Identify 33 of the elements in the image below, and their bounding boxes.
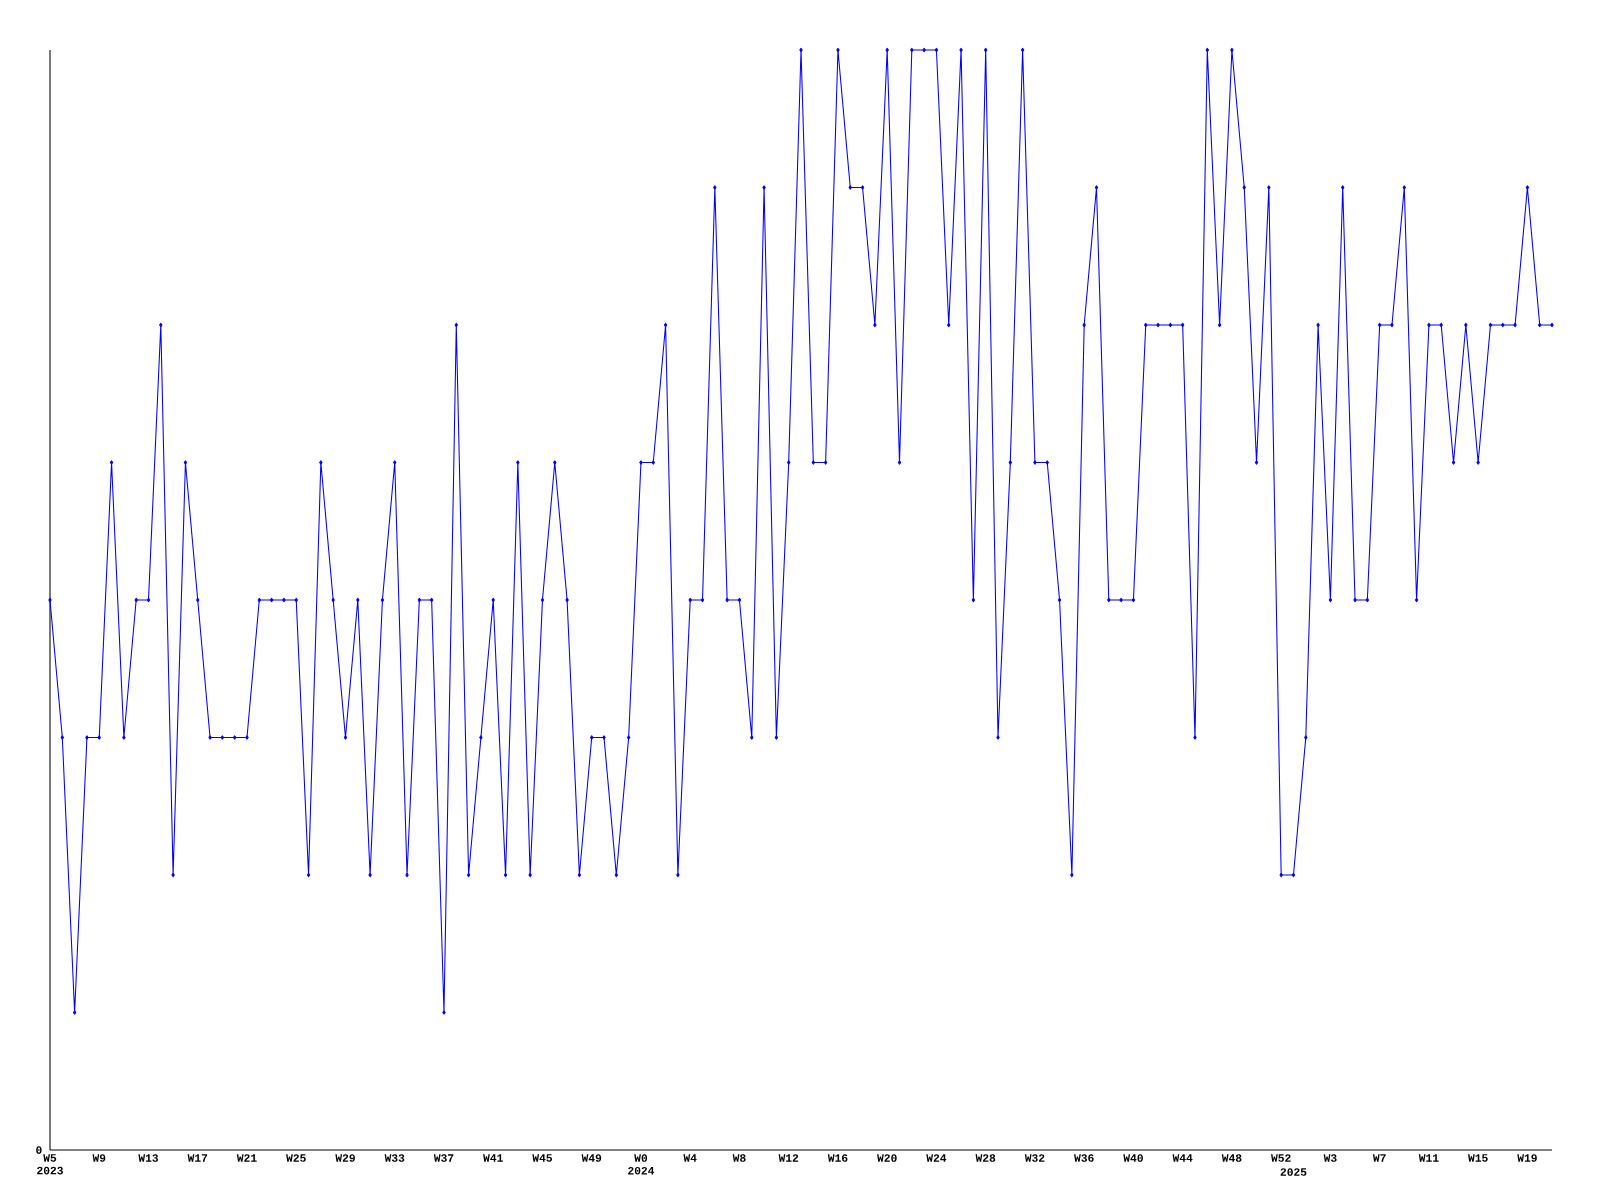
text: 0 <box>36 1146 42 1154</box>
x-tick-label: W41 <box>483 1154 503 1162</box>
x-tick-label: W7 <box>1372 1154 1386 1162</box>
x-tick-label: W32 <box>1024 1154 1045 1162</box>
x-tick-label: W24 <box>926 1154 947 1162</box>
x-tick-label: W16 <box>827 1154 848 1162</box>
x-tick-label: W19 <box>1517 1154 1537 1162</box>
x-tick-label: W25 <box>286 1154 306 1162</box>
x-tick-label: W48 <box>1221 1154 1242 1162</box>
x-tick-label: W52 <box>1271 1154 1291 1162</box>
x-tick-label: W45 <box>532 1154 553 1162</box>
x-tick-label: W20 <box>877 1154 897 1162</box>
x-tick-label: W21 <box>236 1154 257 1162</box>
x-tick-label: W37 <box>433 1154 454 1162</box>
x-tick-label: W4 <box>683 1154 697 1162</box>
x-tick-label: W44 <box>1172 1154 1193 1162</box>
x-tick-label: W11 <box>1418 1154 1439 1162</box>
x-tick-label: W15 <box>1468 1154 1488 1162</box>
x-tick-label: W36 <box>1074 1154 1094 1162</box>
x-tick-label: 2025 <box>1280 1168 1307 1176</box>
x-tick-label: W49 <box>581 1154 602 1162</box>
x-tick-label: W29 <box>335 1154 355 1162</box>
x-tick-label: W28 <box>975 1154 996 1162</box>
x-tick-label: W0 2024 <box>628 1154 655 1175</box>
x-tick-label: W9 <box>92 1154 106 1162</box>
x-tick-label: W8 <box>732 1154 746 1162</box>
x-tick-label: W17 <box>187 1154 208 1162</box>
x-tick-label: W5 2023 <box>37 1154 63 1175</box>
x-tick-label: W33 <box>384 1154 405 1162</box>
x-tick-label: W40 <box>1123 1154 1143 1162</box>
x-tick-label: W12 <box>778 1154 799 1162</box>
x-tick-label: W3 <box>1323 1154 1337 1162</box>
x-tick-label: W13 <box>138 1154 159 1162</box>
